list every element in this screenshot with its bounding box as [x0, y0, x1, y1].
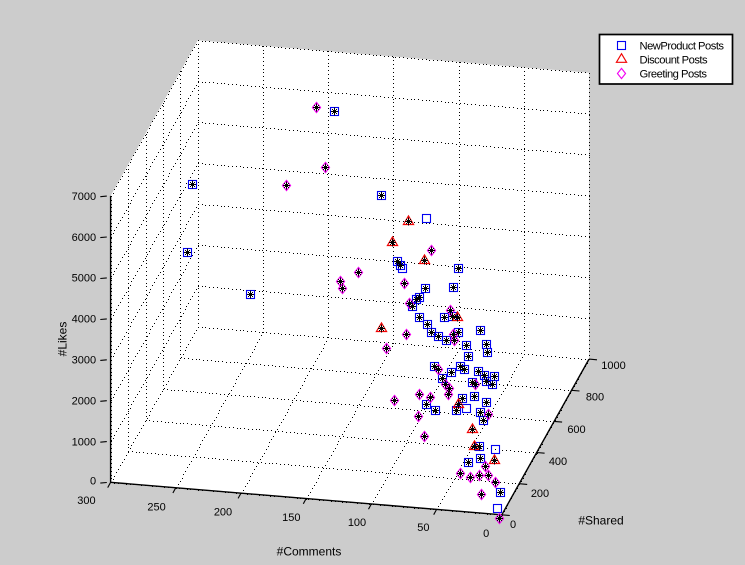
svg-text:Greeting Posts: Greeting Posts	[640, 68, 708, 80]
svg-text:6000: 6000	[72, 232, 96, 244]
svg-text:NewProduct Posts: NewProduct Posts	[640, 41, 725, 53]
svg-text:200: 200	[214, 507, 232, 519]
svg-text:1000: 1000	[601, 360, 625, 372]
svg-text:200: 200	[531, 488, 549, 500]
svg-text:1000: 1000	[72, 436, 96, 448]
svg-text:7000: 7000	[72, 191, 96, 203]
svg-text:400: 400	[549, 456, 567, 468]
svg-text:300: 300	[77, 495, 95, 507]
svg-text:0: 0	[483, 528, 489, 540]
svg-text:150: 150	[282, 512, 300, 524]
svg-text:#Comments: #Comments	[277, 545, 342, 559]
svg-text:0: 0	[90, 475, 96, 487]
svg-text:50: 50	[417, 522, 429, 534]
svg-text:600: 600	[567, 424, 585, 436]
svg-text:5000: 5000	[72, 273, 96, 285]
svg-text:4000: 4000	[72, 314, 96, 326]
svg-text:#Likes: #Likes	[56, 322, 70, 357]
svg-text:800: 800	[586, 392, 604, 404]
svg-text:2000: 2000	[72, 396, 96, 408]
svg-text:250: 250	[147, 502, 165, 514]
svg-text:#Shared: #Shared	[578, 513, 623, 527]
svg-text:0: 0	[510, 519, 516, 531]
svg-text:3000: 3000	[72, 355, 96, 367]
svg-text:100: 100	[348, 517, 366, 529]
svg-text:Discount Posts: Discount Posts	[640, 54, 709, 66]
